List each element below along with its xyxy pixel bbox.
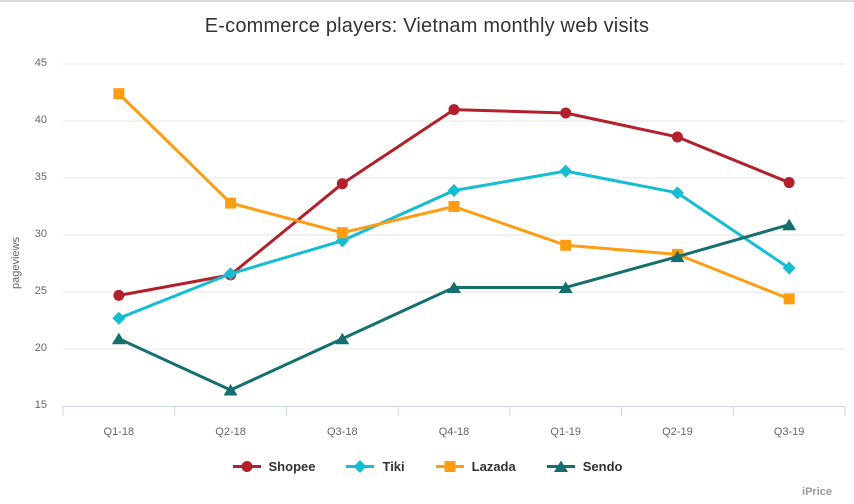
marker-shopee-q1-18[interactable]	[113, 289, 125, 301]
legend-marker-tiki	[353, 460, 367, 473]
legend-marker-lazada	[444, 461, 456, 472]
legend-item-shopee[interactable]: Shopee	[232, 459, 316, 474]
x-tick-label-q4-18: Q4-18	[438, 426, 470, 438]
y-tick-label-20: 20	[34, 342, 47, 354]
marker-tiki-q4-18[interactable]	[447, 184, 461, 198]
marker-sendo-q3-18[interactable]	[335, 332, 350, 345]
marker-sendo-q2-18[interactable]	[223, 384, 238, 396]
legend-item-lazada[interactable]: Lazada	[435, 459, 516, 474]
legend-label-sendo: Sendo	[582, 459, 623, 474]
chart-title: E-commerce players: Vietnam monthly web …	[204, 15, 650, 37]
x-tick-label-q2-18: Q2-18	[215, 426, 246, 438]
marker-lazada-q2-18[interactable]	[225, 197, 237, 209]
marker-lazada-q3-19[interactable]	[783, 293, 795, 305]
legend-item-tiki[interactable]: Tiki	[345, 459, 405, 474]
legend-triangle-icon-sendo	[546, 460, 575, 472]
legend-label-tiki: Tiki	[382, 459, 405, 474]
marker-shopee-q1-19[interactable]	[560, 107, 572, 119]
legend-circle-icon-shopee	[232, 461, 261, 472]
legend-marker-shopee	[241, 461, 253, 472]
marker-tiki-q1-18[interactable]	[112, 311, 126, 325]
marker-sendo-q4-18[interactable]	[447, 281, 461, 293]
marker-sendo-q2-19[interactable]	[670, 250, 685, 263]
marker-lazada-q4-18[interactable]	[448, 201, 460, 212]
x-tick-label-q3-18: Q3-18	[326, 426, 358, 438]
marker-shopee-q4-18[interactable]	[448, 104, 460, 116]
y-tick-label-45: 45	[34, 57, 47, 69]
marker-tiki-q3-19[interactable]	[782, 261, 796, 275]
x-tick-label-q2-19: Q2-19	[662, 426, 693, 438]
marker-lazada-q3-18[interactable]	[336, 227, 348, 239]
legend-square-icon-lazada	[435, 461, 464, 472]
x-tick-label-q1-18: Q1-18	[103, 426, 135, 438]
legend-item-sendo[interactable]: Sendo	[546, 459, 623, 474]
y-tick-label-35: 35	[34, 171, 47, 183]
marker-shopee-q2-19[interactable]	[671, 131, 683, 143]
y-tick-label-40: 40	[34, 114, 47, 126]
legend-marker-sendo	[553, 460, 568, 472]
marker-lazada-q1-18[interactable]	[113, 88, 125, 100]
legend: Shopee Tiki Lazada Sendo	[0, 459, 854, 474]
marker-tiki-q2-18[interactable]	[224, 267, 238, 281]
marker-shopee-q3-19[interactable]	[783, 177, 795, 189]
x-tick-label-q1-19: Q1-19	[550, 426, 581, 438]
credit-label: iPrice	[802, 486, 832, 498]
x-tick-label-q3-19: Q3-19	[773, 426, 805, 438]
legend-diamond-icon-tiki	[346, 460, 375, 473]
marker-tiki-q1-19[interactable]	[559, 164, 573, 178]
marker-sendo-q1-19[interactable]	[558, 281, 573, 293]
legend-label-lazada: Lazada	[471, 459, 516, 474]
marker-tiki-q2-19[interactable]	[670, 186, 684, 200]
marker-lazada-q1-19[interactable]	[560, 239, 572, 251]
y-tick-label-25: 25	[34, 285, 47, 297]
marker-sendo-q3-19[interactable]	[782, 218, 797, 231]
marker-shopee-q3-18[interactable]	[336, 178, 348, 190]
marker-sendo-q1-18[interactable]	[111, 332, 126, 345]
y-tick-label-30: 30	[34, 228, 47, 240]
y-tick-label-15: 15	[34, 399, 47, 411]
top-border-line	[0, 0, 854, 2]
legend-label-shopee: Shopee	[268, 459, 316, 474]
series-line-sendo	[117, 223, 791, 392]
